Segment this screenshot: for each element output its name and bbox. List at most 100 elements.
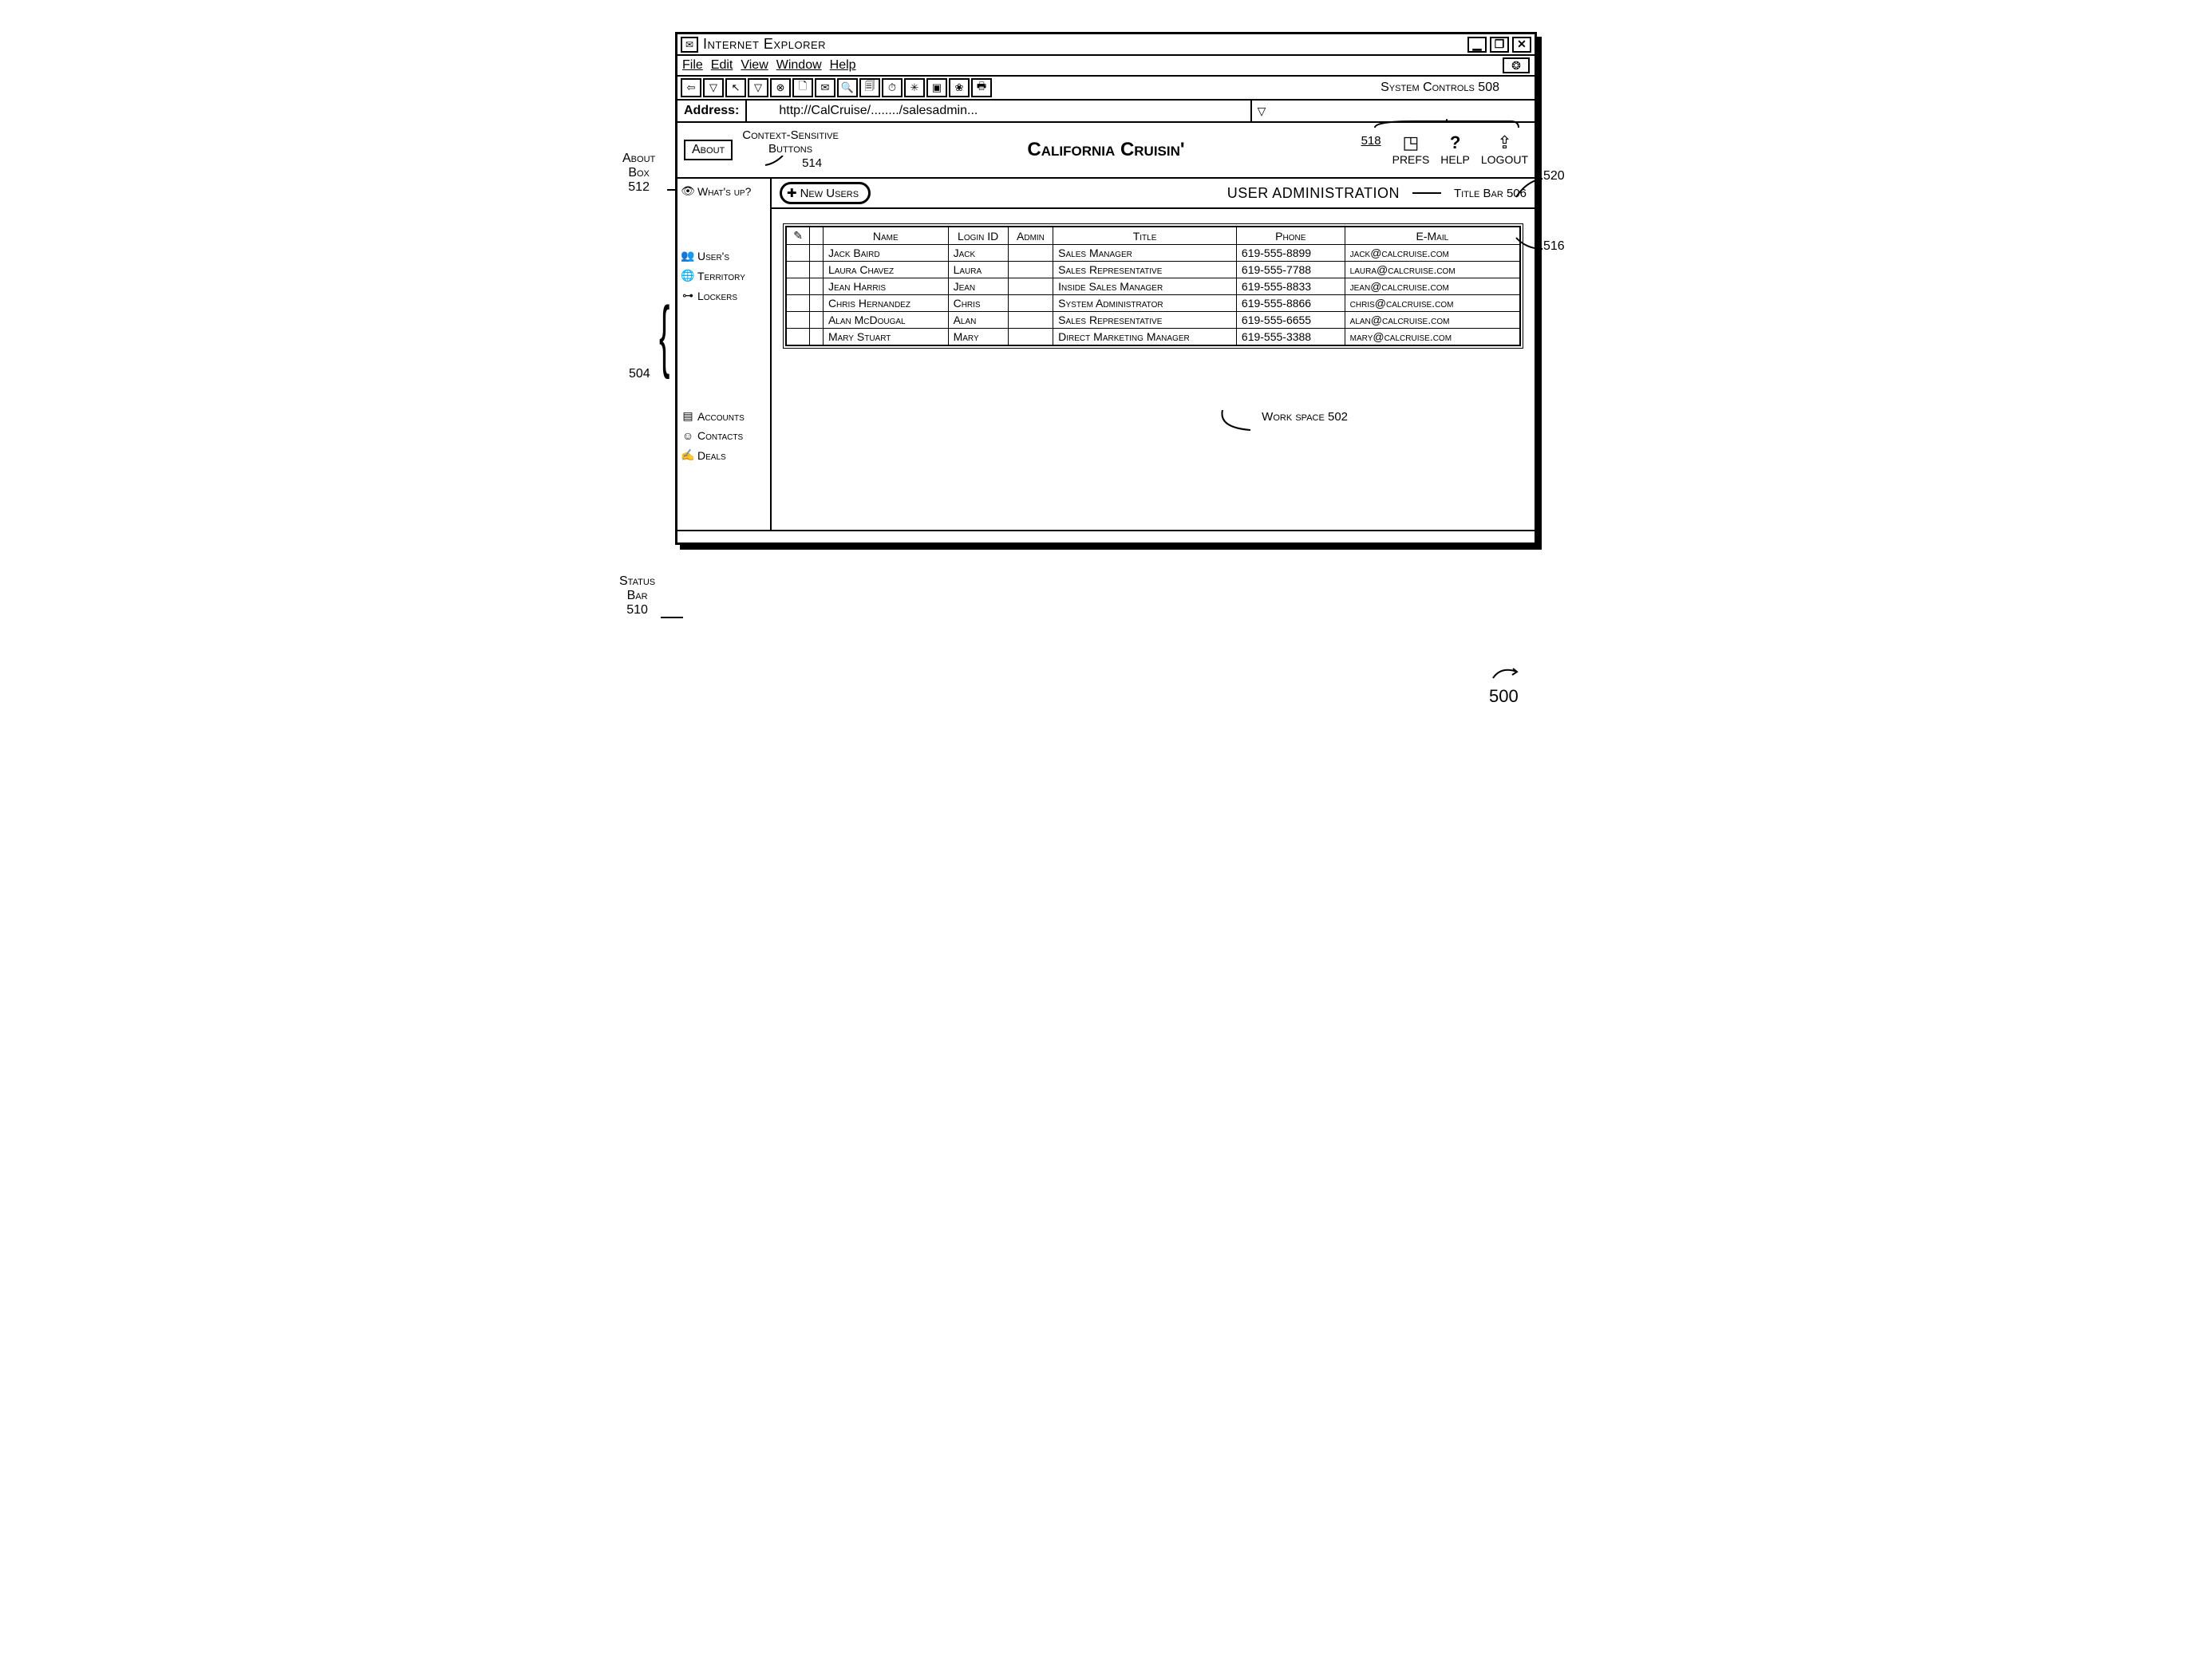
tool-history[interactable]: ⏱ [882, 78, 903, 97]
maximize-button[interactable]: ❐ [1490, 37, 1509, 53]
cell-title: Sales Representative [1053, 262, 1237, 278]
cell-select[interactable] [810, 262, 824, 278]
cell-edit[interactable] [787, 262, 810, 278]
cell-select[interactable] [810, 329, 824, 345]
tool-mail[interactable]: ✉ [815, 78, 835, 97]
sidebar-item-territory[interactable]: 🌐 Territory [681, 268, 767, 283]
accounts-icon: ▤ [681, 409, 695, 423]
cell-admin [1008, 312, 1053, 329]
sidebar-item-lockers[interactable]: ⊶ Lockers [681, 288, 767, 303]
new-users-button[interactable]: ✚ New Users [780, 182, 871, 204]
cell-email: alan@calcruise.com [1345, 312, 1519, 329]
tool-page[interactable]: 🗋 [792, 78, 813, 97]
tool-dd1[interactable]: ▽ [703, 78, 724, 97]
cell-edit[interactable] [787, 278, 810, 295]
sidebar-item-label: Contacts [697, 429, 743, 442]
cell-edit[interactable] [787, 312, 810, 329]
callout-about-box: About Box 512 [622, 152, 655, 195]
tool-flower[interactable]: ❀ [949, 78, 970, 97]
sidebar-item-label: Accounts [697, 410, 745, 423]
table-row[interactable]: Alan McDougalAlanSales Representative619… [787, 312, 1520, 329]
sidebar-item-label: Deals [697, 449, 726, 462]
context-buttons-label: Context-Sensitive Buttons 514 [742, 129, 839, 171]
cell-name: Jean Harris [823, 278, 948, 295]
ref-518: 518 [1361, 134, 1381, 148]
menu-window[interactable]: Window [776, 58, 822, 73]
prefs-label: PREFS [1392, 153, 1430, 166]
callout-520: 520 [1543, 169, 1565, 183]
eye-icon: 👁 [681, 184, 695, 198]
cell-select[interactable] [810, 295, 824, 312]
cell-phone: 619-555-6655 [1236, 312, 1345, 329]
table-row[interactable]: Mary StuartMaryDirect Marketing Manager6… [787, 329, 1520, 345]
cell-select[interactable] [810, 245, 824, 262]
table-row[interactable]: Chris HernandezChrisSystem Administrator… [787, 295, 1520, 312]
cell-login: Laura [948, 262, 1008, 278]
about-button[interactable]: About [684, 140, 733, 160]
cell-email: mary@calcruise.com [1345, 329, 1519, 345]
address-dropdown[interactable]: ▽ [1250, 101, 1271, 121]
new-users-label: New Users [800, 187, 859, 200]
address-label: Address: [677, 101, 747, 121]
table-row[interactable]: Laura ChavezLaura Sales Representative619… [787, 262, 1520, 278]
tool-print[interactable]: 🖶 [971, 78, 992, 97]
menu-edit[interactable]: Edit [711, 58, 733, 73]
cell-admin [1008, 278, 1053, 295]
cell-admin [1008, 295, 1053, 312]
cell-select[interactable] [810, 312, 824, 329]
tool-back[interactable]: ⇦ [681, 78, 701, 97]
table-header-row: ✎ Name Login ID Admin Title Phone E-Mail [787, 227, 1520, 245]
col-select [810, 227, 824, 245]
menu-help[interactable]: Help [830, 58, 856, 73]
tool-full[interactable]: ▣ [926, 78, 947, 97]
help-button[interactable]: ? HELP [1440, 134, 1470, 166]
sidebar-item-users[interactable]: 👥 User's [681, 248, 767, 263]
tool-stop[interactable]: ⊗ [770, 78, 791, 97]
cell-title: Inside Sales Manager [1053, 278, 1237, 295]
cell-admin [1008, 245, 1053, 262]
col-phone: Phone [1236, 227, 1345, 245]
tool-pages[interactable]: 🗐 [859, 78, 880, 97]
brace-sidebar: { [659, 295, 670, 375]
close-button[interactable]: ✕ [1512, 37, 1531, 53]
sidebar-item-deals[interactable]: ✍ Deals [681, 448, 767, 463]
cell-edit[interactable] [787, 295, 810, 312]
system-controls: 518 ◳ PREFS ? HELP ⇪ LOGOUT [1361, 134, 1528, 166]
menu-file[interactable]: File [682, 58, 703, 73]
col-login: Login ID [948, 227, 1008, 245]
cell-email: chris@calcruise.com [1345, 295, 1519, 312]
sidebar-item-whatsup[interactable]: 👁 What's up? [681, 183, 767, 199]
users-table: ✎ Name Login ID Admin Title Phone E-Mail… [786, 227, 1520, 345]
menubar: File Edit View Window Help ❂ [677, 56, 1535, 77]
table-row[interactable]: Jean HarrisJeanInside Sales Manager619-5… [787, 278, 1520, 295]
lockers-icon: ⊶ [681, 289, 695, 302]
cell-edit[interactable] [787, 329, 810, 345]
prefs-button[interactable]: ◳ PREFS [1392, 134, 1430, 166]
cell-title: System Administrator [1053, 295, 1237, 312]
address-input[interactable]: http://CalCruise/......../salesadmin... [747, 101, 1250, 121]
cell-login: Jack [948, 245, 1008, 262]
sidebar-item-label: What's up? [697, 185, 751, 198]
table-row[interactable]: Jack BairdJackSales Manager619-555-8899j… [787, 245, 1520, 262]
cell-select[interactable] [810, 278, 824, 295]
sidebar-item-contacts[interactable]: ☺ Contacts [681, 428, 767, 443]
cell-edit[interactable] [787, 245, 810, 262]
tool-search[interactable]: 🔍 [837, 78, 858, 97]
users-table-wrap: ✎ Name Login ID Admin Title Phone E-Mail… [783, 223, 1523, 349]
tool-dd2[interactable]: ▽ [748, 78, 768, 97]
cell-name: Laura Chavez [823, 262, 948, 278]
tool-spark[interactable]: ✳ [904, 78, 925, 97]
cell-login: Chris [948, 295, 1008, 312]
sidebar-item-accounts[interactable]: ▤ Accounts [681, 408, 767, 424]
logout-button[interactable]: ⇪ LOGOUT [1481, 134, 1528, 166]
cell-login: Mary [948, 329, 1008, 345]
tool-cursor[interactable]: ↖ [725, 78, 746, 97]
cell-phone: 619-555-7788 [1236, 262, 1345, 278]
minimize-button[interactable]: ▁ [1467, 37, 1487, 53]
menu-view[interactable]: View [741, 58, 768, 73]
globe-button[interactable]: ❂ [1503, 57, 1530, 73]
brand-title: California Cruisin' [1027, 139, 1184, 161]
col-email: E-Mail [1345, 227, 1519, 245]
callout-status-bar: Status Bar 510 [619, 574, 655, 617]
cell-name: Jack Baird [823, 245, 948, 262]
